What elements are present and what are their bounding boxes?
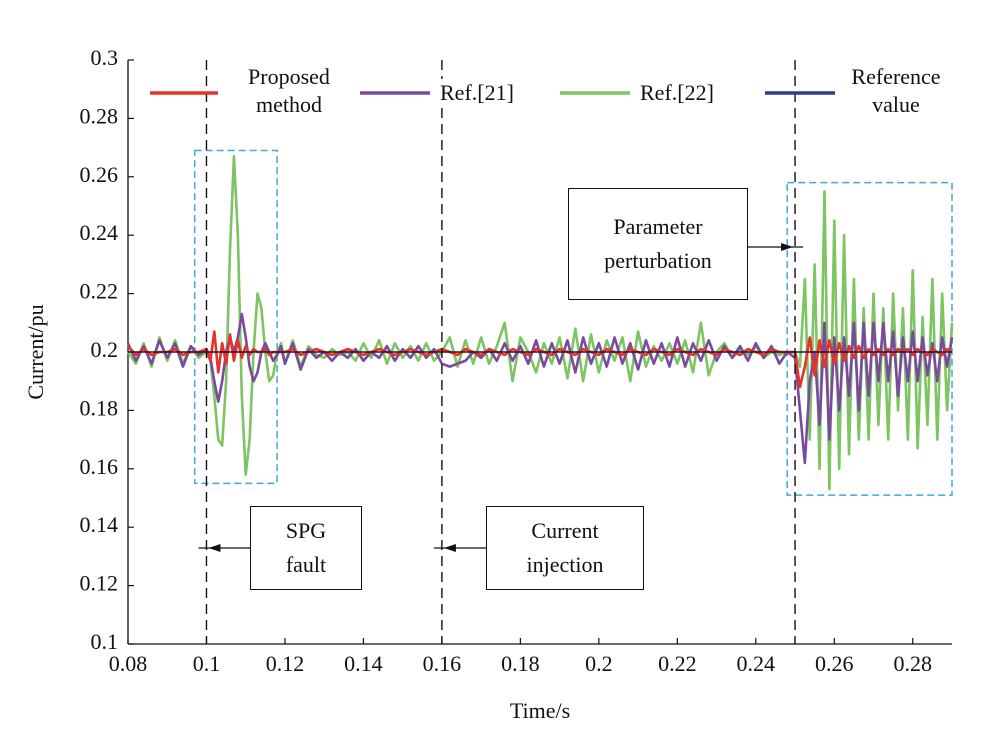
x-tick-label: 0.14 [344, 651, 383, 676]
y-tick-label: 0.16 [80, 454, 119, 479]
x-tick-label: 0.28 [894, 651, 933, 676]
legend-label: Proposed method [234, 63, 344, 119]
annotation-text: SPG fault [285, 518, 327, 577]
y-tick-label: 0.12 [80, 571, 119, 596]
highlight-region [193, 149, 278, 485]
x-tick-label: 0.1 [193, 651, 221, 676]
y-tick-label: 0.28 [80, 103, 119, 128]
data-line [126, 312, 954, 465]
x-tick-label: 0.26 [815, 651, 854, 676]
y-tick-label: 0.3 [91, 45, 119, 70]
y-tick-label: 0.22 [80, 279, 119, 304]
x-tick-label: 0.18 [501, 651, 540, 676]
x-tick-label: 0.22 [658, 651, 697, 676]
legend-label: Ref.[21] [440, 79, 550, 107]
legend-label: Ref.[22] [640, 79, 750, 107]
y-tick-label: 0.26 [80, 162, 119, 187]
annotation-box: Parameter perturbation [568, 188, 748, 300]
x-tick-label: 0.08 [109, 651, 148, 676]
annotation-text: Parameter perturbation [604, 214, 712, 273]
y-tick-label: 0.24 [80, 220, 119, 245]
y-tick-label: 0.1 [91, 629, 119, 654]
annotation-text: Current injection [526, 518, 604, 577]
y-tick-label: 0.2 [91, 337, 119, 362]
x-tick-label: 0.24 [737, 651, 776, 676]
x-tick-label: 0.12 [266, 651, 305, 676]
y-tick-label: 0.18 [80, 395, 119, 420]
data-line [127, 330, 953, 389]
arrow-head [781, 243, 794, 251]
annotation-box: Current injection [486, 506, 644, 590]
annotation-box: SPG fault [250, 506, 362, 590]
y-tick-label: 0.14 [80, 512, 119, 537]
legend-label: Reference value [840, 63, 952, 119]
x-tick-label: 0.2 [585, 651, 613, 676]
arrow-head [443, 544, 456, 552]
x-axis-label: Time/s [510, 698, 570, 723]
y-axis-label: Current/pu [23, 304, 48, 399]
arrow-head [208, 544, 221, 552]
x-tick-label: 0.16 [423, 651, 462, 676]
